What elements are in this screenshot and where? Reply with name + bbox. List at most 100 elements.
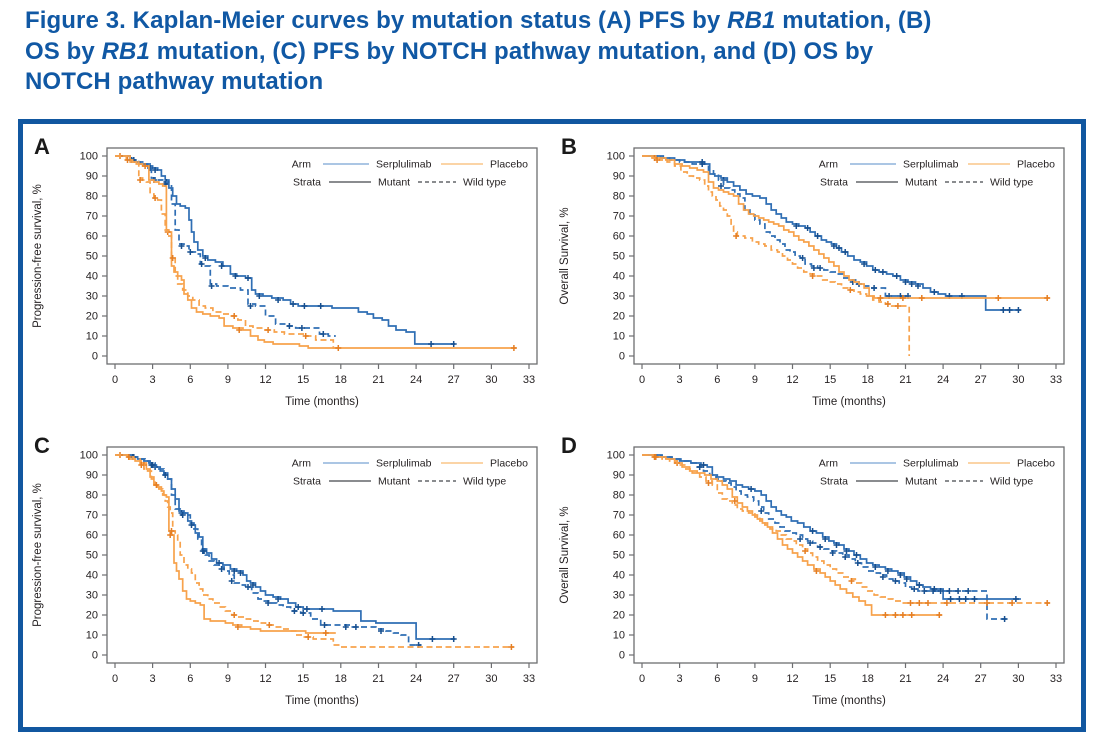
svg-text:Strata: Strata	[293, 475, 321, 487]
svg-text:30: 30	[485, 374, 497, 386]
series-placebo-wild	[115, 453, 514, 648]
x-axis: 0 3 6 9 12 15 18 21 24 27 30 33	[639, 364, 1062, 386]
x-axis-label: Time (months)	[812, 396, 886, 408]
svg-text:Placebo: Placebo	[490, 457, 528, 469]
series-serplulimab-wild	[642, 453, 1009, 620]
svg-text:18: 18	[862, 673, 874, 685]
series-placebo-mutant	[115, 155, 517, 349]
svg-text:90: 90	[86, 171, 98, 183]
x-axis-label: Time (months)	[812, 695, 886, 707]
svg-text:0: 0	[112, 374, 118, 386]
svg-text:27: 27	[975, 374, 987, 386]
svg-text:Arm: Arm	[819, 457, 839, 469]
km-panel-c: C 0 10 20 30 40 50 60 70 80 90 100 Progression-free…	[25, 429, 552, 728]
svg-text:80: 80	[86, 191, 98, 203]
svg-text:Placebo: Placebo	[1017, 159, 1055, 171]
legend: Arm Serplulimab Placebo Strata Mutant Wild ty…	[819, 159, 1055, 189]
legend: Arm Serplulimab Placebo Strata Mutant Wild ty…	[819, 457, 1055, 487]
svg-text:6: 6	[187, 374, 193, 386]
svg-text:12: 12	[786, 374, 798, 386]
svg-text:24: 24	[937, 673, 949, 685]
y-axis-label: Overall Survival, %	[559, 207, 571, 304]
svg-text:80: 80	[613, 191, 625, 203]
x-axis-label: Time (months)	[285, 396, 359, 408]
svg-text:Arm: Arm	[292, 457, 312, 469]
svg-text:70: 70	[613, 509, 625, 521]
series-placebo-mutant	[642, 453, 942, 616]
svg-text:24: 24	[937, 374, 949, 386]
y-axis-label: Progression-free survival, %	[32, 483, 44, 627]
svg-text:9: 9	[752, 374, 758, 386]
svg-text:18: 18	[335, 374, 347, 386]
svg-text:3: 3	[677, 374, 683, 386]
svg-text:0: 0	[92, 351, 98, 363]
svg-text:33: 33	[523, 374, 535, 386]
svg-text:33: 33	[1050, 673, 1062, 685]
svg-text:27: 27	[975, 673, 987, 685]
svg-text:0: 0	[639, 374, 645, 386]
svg-text:Mutant: Mutant	[905, 475, 937, 487]
svg-text:50: 50	[86, 549, 98, 561]
svg-text:18: 18	[862, 374, 874, 386]
svg-text:50: 50	[86, 251, 98, 263]
series-placebo-wild	[115, 155, 340, 349]
figure-box: A 0 10 20 30 40 50 60 70 80 90 100 Progression-free…	[18, 119, 1086, 732]
km-panel-b: B 0 10 20 30 40 50 60 70 80 90 100 Overall Survival…	[552, 130, 1079, 429]
svg-text:9: 9	[225, 673, 231, 685]
svg-text:30: 30	[613, 589, 625, 601]
series-placebo-wild	[642, 155, 911, 356]
svg-text:90: 90	[613, 469, 625, 481]
svg-text:20: 20	[613, 609, 625, 621]
svg-text:Serplulimab: Serplulimab	[903, 457, 959, 469]
svg-text:30: 30	[86, 589, 98, 601]
censors-placebo-wild	[124, 157, 342, 351]
svg-text:80: 80	[86, 489, 98, 501]
panel-label-d: D	[561, 432, 577, 458]
svg-text:70: 70	[86, 509, 98, 521]
svg-text:15: 15	[297, 673, 309, 685]
svg-text:100: 100	[607, 151, 625, 163]
svg-text:Arm: Arm	[292, 159, 312, 171]
series-serplulimab-mutant	[642, 453, 1021, 600]
x-axis: 0 3 6 9 12 15 18 21 24 27 30 33	[639, 662, 1062, 685]
svg-text:20: 20	[86, 609, 98, 621]
censors-placebo-mutant	[652, 453, 943, 618]
svg-text:40: 40	[613, 569, 625, 581]
svg-text:0: 0	[92, 649, 98, 661]
svg-text:10: 10	[613, 331, 625, 343]
svg-text:20: 20	[613, 311, 625, 323]
y-axis-label: Progression-free survival, %	[32, 184, 44, 328]
series-placebo-mutant	[642, 155, 1050, 299]
svg-text:10: 10	[613, 629, 625, 641]
km-panel-a: A 0 10 20 30 40 50 60 70 80 90 100 Progression-free…	[25, 130, 552, 429]
svg-text:9: 9	[225, 374, 231, 386]
svg-text:3: 3	[150, 374, 156, 386]
svg-text:30: 30	[1012, 673, 1024, 685]
svg-text:Strata: Strata	[820, 177, 848, 189]
svg-text:27: 27	[448, 374, 460, 386]
svg-text:100: 100	[80, 151, 98, 163]
svg-text:21: 21	[372, 673, 384, 685]
series-placebo-wild	[642, 453, 1050, 604]
svg-text:30: 30	[613, 291, 625, 303]
censors-serplulimab-mutant	[700, 461, 1019, 602]
panel-label-c: C	[34, 432, 50, 458]
svg-text:Wild type: Wild type	[990, 177, 1033, 189]
figure-title: Figure 3. Kaplan-Meier curves by mutatio…	[25, 7, 932, 96]
svg-text:40: 40	[613, 271, 625, 283]
svg-text:6: 6	[714, 673, 720, 685]
series-serplulimab-wild	[115, 453, 422, 646]
svg-text:21: 21	[899, 374, 911, 386]
svg-text:3: 3	[150, 673, 156, 685]
censors-placebo-wild	[651, 453, 1051, 606]
svg-text:50: 50	[613, 549, 625, 561]
svg-text:12: 12	[786, 673, 798, 685]
y-axis: 0 10 20 30 40 50 60 70 80 90 100	[80, 449, 107, 661]
y-axis: 0 10 20 30 40 50 60 70 80 90 100	[607, 151, 634, 363]
svg-text:Strata: Strata	[820, 475, 848, 487]
svg-text:Wild type: Wild type	[463, 177, 506, 189]
svg-text:24: 24	[410, 374, 422, 386]
svg-text:Placebo: Placebo	[1017, 457, 1055, 469]
